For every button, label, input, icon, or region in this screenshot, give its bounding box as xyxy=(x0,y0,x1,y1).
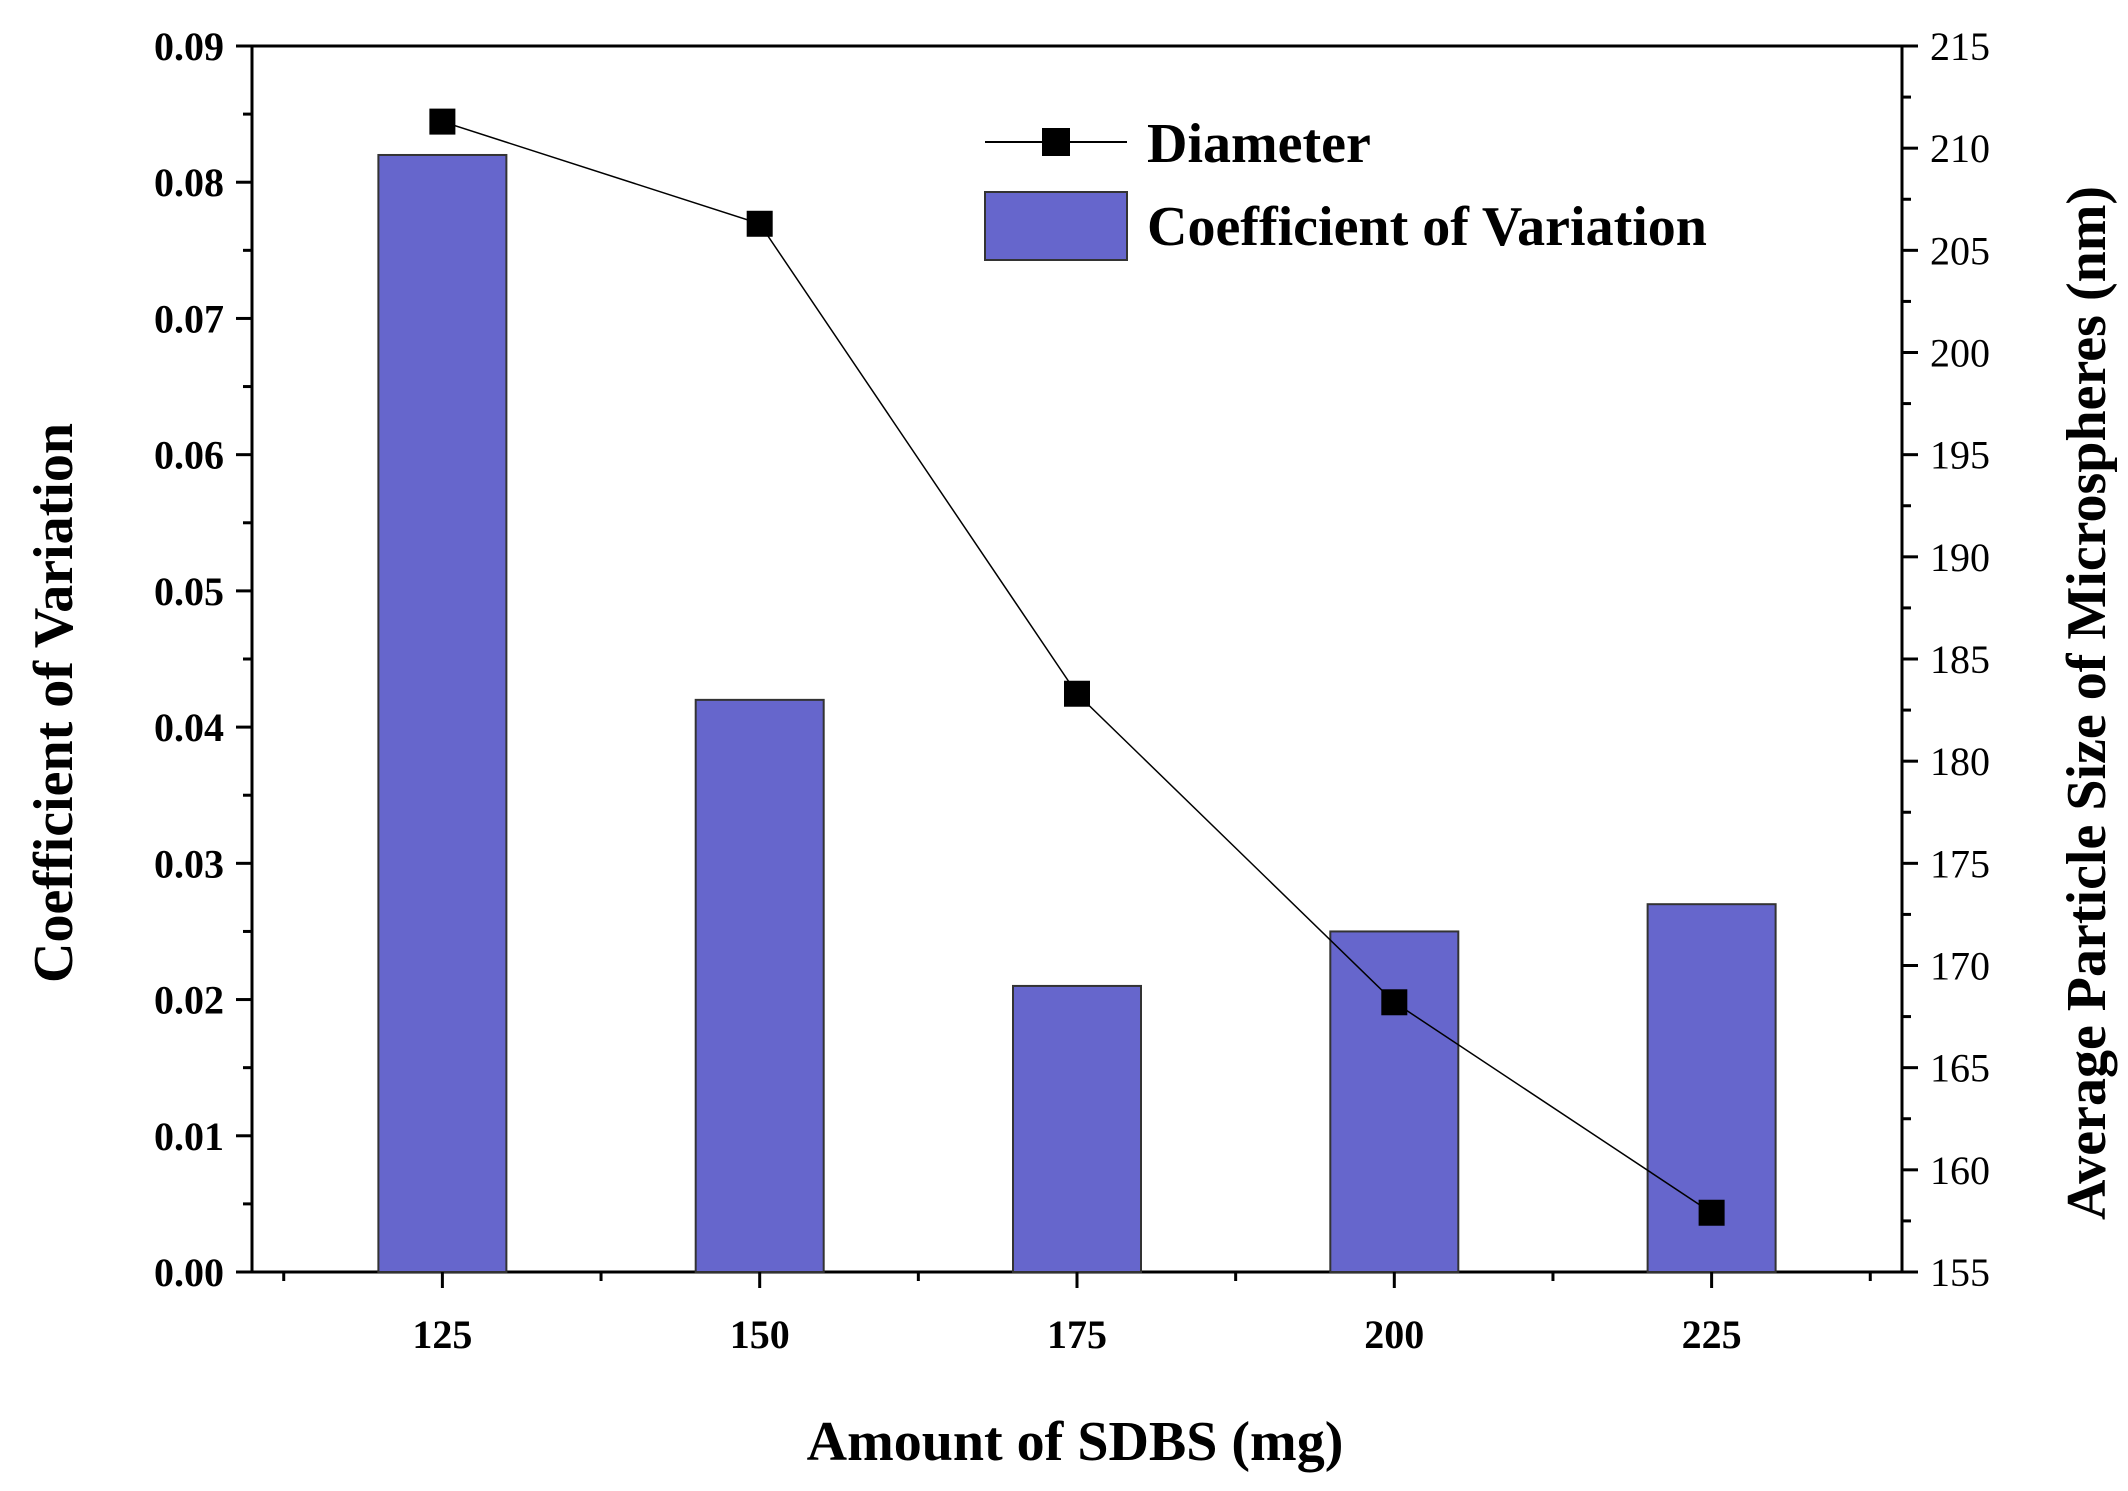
bar-125 xyxy=(377,153,508,1273)
y-tick-label: 0.07 xyxy=(154,296,224,341)
y2-tick-label: 155 xyxy=(1930,1250,1990,1295)
x-tick-label: 175 xyxy=(1047,1312,1107,1357)
y-axis-title: Coefficient of Variation xyxy=(23,423,85,983)
y2-tick-label: 195 xyxy=(1930,433,1990,478)
y2-tick-label: 190 xyxy=(1930,535,1990,580)
y-tick-label: 0.00 xyxy=(154,1250,224,1295)
y2-axis-title: Average Particle Size of Microspheres (n… xyxy=(2056,186,2118,1220)
bar-series xyxy=(377,153,1777,1274)
right-axis-ticks: 155 160 165 170 175 180 185 190 195 200 205 210 215 xyxy=(1902,24,1990,1295)
line-series xyxy=(429,108,1725,1226)
diameter-point-225 xyxy=(1698,1199,1725,1226)
bar-175 xyxy=(1012,984,1142,1274)
y2-tick-label: 175 xyxy=(1930,841,1990,886)
diameter-point-125 xyxy=(429,108,456,135)
x-tick-label: 200 xyxy=(1364,1312,1424,1357)
legend-label-diameter: Diameter xyxy=(1147,113,1371,175)
legend-marker-swatch xyxy=(1042,128,1070,156)
diameter-point-175 xyxy=(1064,680,1090,707)
y-tick-label: 0.08 xyxy=(154,160,224,205)
y-tick-label: 0.05 xyxy=(154,569,224,614)
y2-tick-label: 210 xyxy=(1930,126,1990,171)
x-axis-title: Amount of SDBS (mg) xyxy=(807,1411,1344,1473)
left-axis-ticks: 0.00 0.01 0.02 0.03 0.04 0.05 0.06 0.07 0.08 0.09 xyxy=(154,24,252,1295)
x-tick-label: 150 xyxy=(730,1312,790,1357)
y-tick-label: 0.06 xyxy=(154,433,224,478)
y2-tick-label: 180 xyxy=(1930,739,1990,784)
diameter-point-150 xyxy=(746,210,773,237)
y-tick-label: 0.04 xyxy=(154,705,224,750)
x-tick-label: 125 xyxy=(412,1312,472,1357)
y2-tick-label: 160 xyxy=(1930,1148,1990,1193)
x-axis-ticks: 125 150 175 200 225 xyxy=(282,1272,1872,1357)
y2-tick-label: 165 xyxy=(1930,1046,1990,1091)
bar-150 xyxy=(694,698,825,1273)
y-tick-label: 0.01 xyxy=(154,1114,224,1159)
y-tick-label: 0.02 xyxy=(154,978,224,1023)
bar-200 xyxy=(1329,930,1460,1273)
y-tick-label: 0.03 xyxy=(154,841,224,886)
legend-label-cov: Coefficient of Variation xyxy=(1147,196,1707,258)
y2-tick-label: 185 xyxy=(1930,637,1990,682)
y-tick-label: 0.09 xyxy=(154,24,224,69)
y2-tick-label: 200 xyxy=(1930,331,1990,376)
diameter-point-200 xyxy=(1381,989,1408,1016)
y2-tick-label: 205 xyxy=(1930,228,1990,273)
y2-tick-label: 215 xyxy=(1930,24,1990,69)
legend: Diameter Coefficient of Variation xyxy=(984,113,1707,261)
legend-bar-swatch xyxy=(984,191,1128,261)
x-tick-label: 225 xyxy=(1682,1312,1742,1357)
y2-tick-label: 170 xyxy=(1930,944,1990,989)
